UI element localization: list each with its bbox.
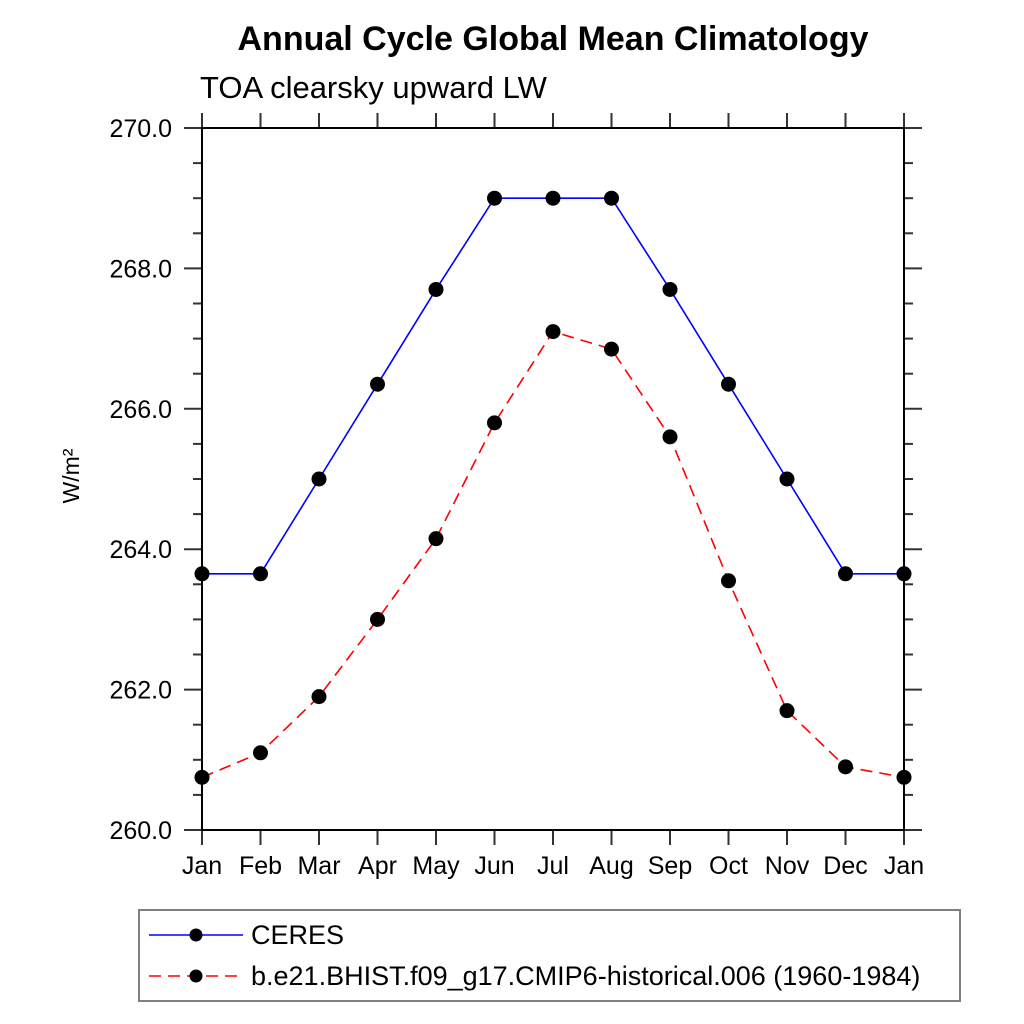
series-marker-ceres (311, 471, 327, 487)
series-marker-model (838, 759, 853, 775)
series-marker-model (721, 573, 736, 589)
legend-label-ceres: CERES (251, 919, 345, 950)
series-marker-ceres (253, 566, 268, 582)
series-marker-ceres (721, 376, 736, 392)
chart-subtitle: TOA clearsky upward LW (200, 70, 547, 105)
series-line-ceres (202, 197, 904, 575)
series-marker-model (779, 703, 795, 719)
legend-item-model: b.e21.BHIST.f09_g17.CMIP6-historical.006… (145, 959, 959, 993)
series-marker-model (311, 689, 327, 705)
legend-item-ceres: CERES (145, 918, 959, 952)
x-tick-label: Oct (709, 852, 748, 880)
y-tick-label: 262.0 (109, 677, 172, 705)
series-marker-model (604, 341, 619, 357)
series-marker-model (487, 415, 502, 431)
legend-box: CERES b.e21.BHIST.f09_g17.CMIP6-historic… (138, 909, 961, 1002)
x-tick-label: Sep (648, 852, 692, 880)
series-marker-ceres (487, 190, 502, 206)
x-tick-label: Mar (297, 852, 340, 880)
legend-label-model: b.e21.BHIST.f09_g17.CMIP6-historical.006… (251, 960, 921, 991)
series-marker-ceres (779, 471, 795, 487)
x-tick-label: Jul (537, 852, 569, 880)
series-marker-model (370, 611, 385, 627)
axes-frame (201, 127, 905, 831)
series-marker-ceres (662, 281, 678, 297)
series-marker-ceres (838, 566, 853, 582)
legend-sample-marker (189, 928, 203, 942)
x-tick-label: Nov (765, 852, 810, 880)
x-tick-label: Aug (589, 852, 633, 880)
series-marker-ceres (545, 190, 561, 206)
series-marker-model (896, 769, 912, 785)
axis-ticks (184, 113, 922, 845)
x-tick-label: Apr (358, 852, 397, 880)
series-marker-model (253, 745, 268, 761)
legend-line-sample-model (149, 969, 243, 983)
series-line-model (201, 330, 905, 779)
series-marker-model (662, 429, 678, 445)
y-tick-labels: 260.0 262.0 264.0 266.0 268.0 270.0 (109, 115, 172, 845)
legend-line-sample-ceres (149, 928, 243, 942)
x-tick-label: Jan (884, 852, 924, 880)
x-tick-label: Jan (182, 852, 222, 880)
y-tick-label: 260.0 (109, 817, 172, 845)
x-tick-label: Jun (474, 852, 514, 880)
x-tick-label: May (412, 852, 460, 880)
series-marker-model (194, 769, 210, 785)
series-marker-ceres (604, 190, 619, 206)
legend-sample-marker (189, 969, 203, 983)
y-tick-label: 264.0 (109, 536, 172, 564)
series-marker-ceres (896, 566, 912, 582)
y-tick-label: 270.0 (109, 115, 172, 143)
x-tick-labels: Jan Feb Mar Apr May Jun Jul Aug Sep Oct Nov Dec Jan (182, 852, 924, 880)
axes-frame-rect (201, 127, 905, 831)
series-marker-model (545, 324, 561, 340)
series-marker-model (428, 531, 444, 547)
series-marker-ceres (370, 376, 385, 392)
data-series (194, 190, 912, 785)
chart-title: Annual Cycle Global Mean Climatology (237, 20, 869, 58)
series-marker-ceres (428, 281, 444, 297)
series-marker-ceres (194, 566, 210, 582)
y-tick-label: 268.0 (109, 255, 172, 283)
y-tick-label: 266.0 (109, 396, 172, 424)
x-tick-label: Dec (823, 852, 867, 880)
x-tick-label: Feb (239, 852, 282, 880)
